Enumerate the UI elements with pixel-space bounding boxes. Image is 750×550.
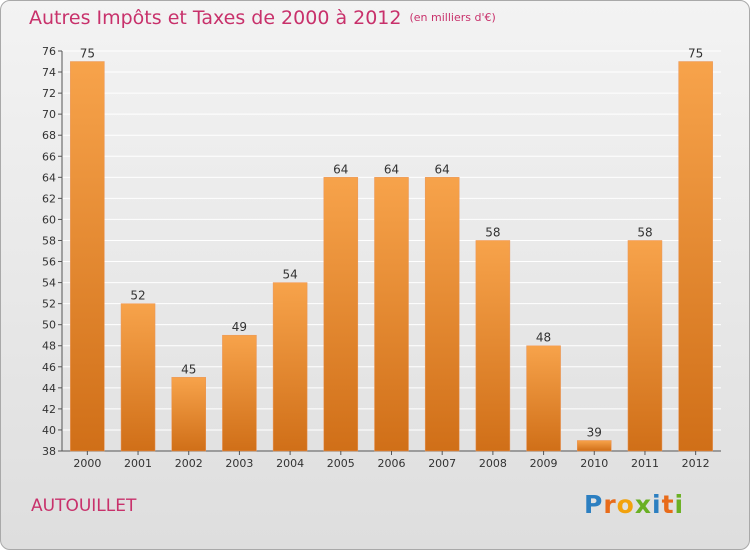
y-tick-label: 44 bbox=[42, 382, 56, 395]
logo-letter: x bbox=[634, 490, 652, 519]
bar bbox=[374, 177, 409, 452]
y-tick-label: 52 bbox=[42, 298, 56, 311]
x-tick-label: 2002 bbox=[175, 457, 203, 470]
chart-title-text: Autres Impôts et Taxes de 2000 à 2012 bbox=[29, 7, 402, 29]
chart-subtitle: (en milliers d'€) bbox=[409, 11, 496, 24]
bar bbox=[627, 240, 663, 452]
logo-letter: r bbox=[603, 490, 617, 519]
x-tick-label: 2009 bbox=[530, 457, 558, 470]
bar bbox=[222, 334, 257, 452]
x-tick-label: 2011 bbox=[631, 457, 659, 470]
bar bbox=[171, 377, 206, 452]
chart-title: Autres Impôts et Taxes de 2000 à 2012 (en… bbox=[29, 7, 496, 29]
y-tick-label: 38 bbox=[42, 445, 56, 458]
x-tick-label: 2004 bbox=[276, 457, 304, 470]
y-tick-label: 62 bbox=[42, 192, 56, 205]
bar bbox=[120, 303, 156, 452]
bar bbox=[577, 440, 612, 452]
bar-value-label: 58 bbox=[485, 225, 500, 239]
bar-value-label: 52 bbox=[130, 289, 145, 303]
y-tick-label: 74 bbox=[42, 66, 56, 79]
y-tick-label: 46 bbox=[42, 361, 56, 374]
x-tick-label: 2012 bbox=[682, 457, 710, 470]
bar-value-label: 48 bbox=[536, 331, 551, 345]
logo-letter: o bbox=[616, 490, 635, 519]
x-tick-label: 2000 bbox=[73, 457, 101, 470]
y-tick-label: 58 bbox=[42, 234, 56, 247]
bar-value-label: 39 bbox=[587, 425, 602, 439]
y-tick-label: 72 bbox=[42, 87, 56, 100]
bar-value-label: 49 bbox=[232, 320, 247, 334]
y-tick-label: 70 bbox=[42, 108, 56, 121]
y-tick-label: 50 bbox=[42, 319, 56, 332]
y-tick-label: 76 bbox=[42, 45, 56, 58]
y-tick-label: 54 bbox=[42, 277, 56, 290]
y-tick-label: 40 bbox=[42, 424, 56, 437]
logo-letter: P bbox=[584, 490, 604, 519]
bar bbox=[678, 61, 713, 452]
y-tick-label: 56 bbox=[42, 256, 56, 269]
y-tick-label: 64 bbox=[42, 171, 56, 184]
bar-value-label: 75 bbox=[688, 47, 703, 61]
proxiti-logo: Proxiti bbox=[584, 490, 684, 519]
bar-value-label: 64 bbox=[435, 162, 450, 176]
logo-letter: i bbox=[652, 490, 662, 519]
bar bbox=[475, 240, 511, 452]
x-tick-label: 2006 bbox=[378, 457, 406, 470]
x-tick-label: 2008 bbox=[479, 457, 507, 470]
x-tick-label: 2010 bbox=[580, 457, 608, 470]
bar bbox=[323, 177, 359, 452]
bar bbox=[424, 177, 460, 452]
bar-value-label: 64 bbox=[333, 162, 348, 176]
y-tick-label: 42 bbox=[42, 403, 56, 416]
bar bbox=[272, 282, 308, 452]
y-tick-label: 66 bbox=[42, 150, 56, 163]
y-tick-label: 68 bbox=[42, 129, 56, 142]
x-tick-label: 2003 bbox=[225, 457, 253, 470]
bar-value-label: 64 bbox=[384, 162, 399, 176]
x-tick-label: 2007 bbox=[428, 457, 456, 470]
logo-letter: i bbox=[674, 490, 685, 519]
bar bbox=[526, 345, 561, 452]
bar-value-label: 45 bbox=[181, 362, 196, 376]
x-tick-label: 2001 bbox=[124, 457, 152, 470]
commune-name: AUTOUILLET bbox=[31, 496, 137, 516]
bar bbox=[70, 61, 105, 452]
bar-value-label: 54 bbox=[282, 268, 297, 282]
bar-value-label: 75 bbox=[80, 47, 95, 61]
x-tick-label: 2005 bbox=[327, 457, 355, 470]
y-tick-label: 60 bbox=[42, 213, 56, 226]
y-tick-label: 48 bbox=[42, 340, 56, 353]
logo-letter: t bbox=[661, 490, 675, 519]
bar-value-label: 58 bbox=[637, 225, 652, 239]
